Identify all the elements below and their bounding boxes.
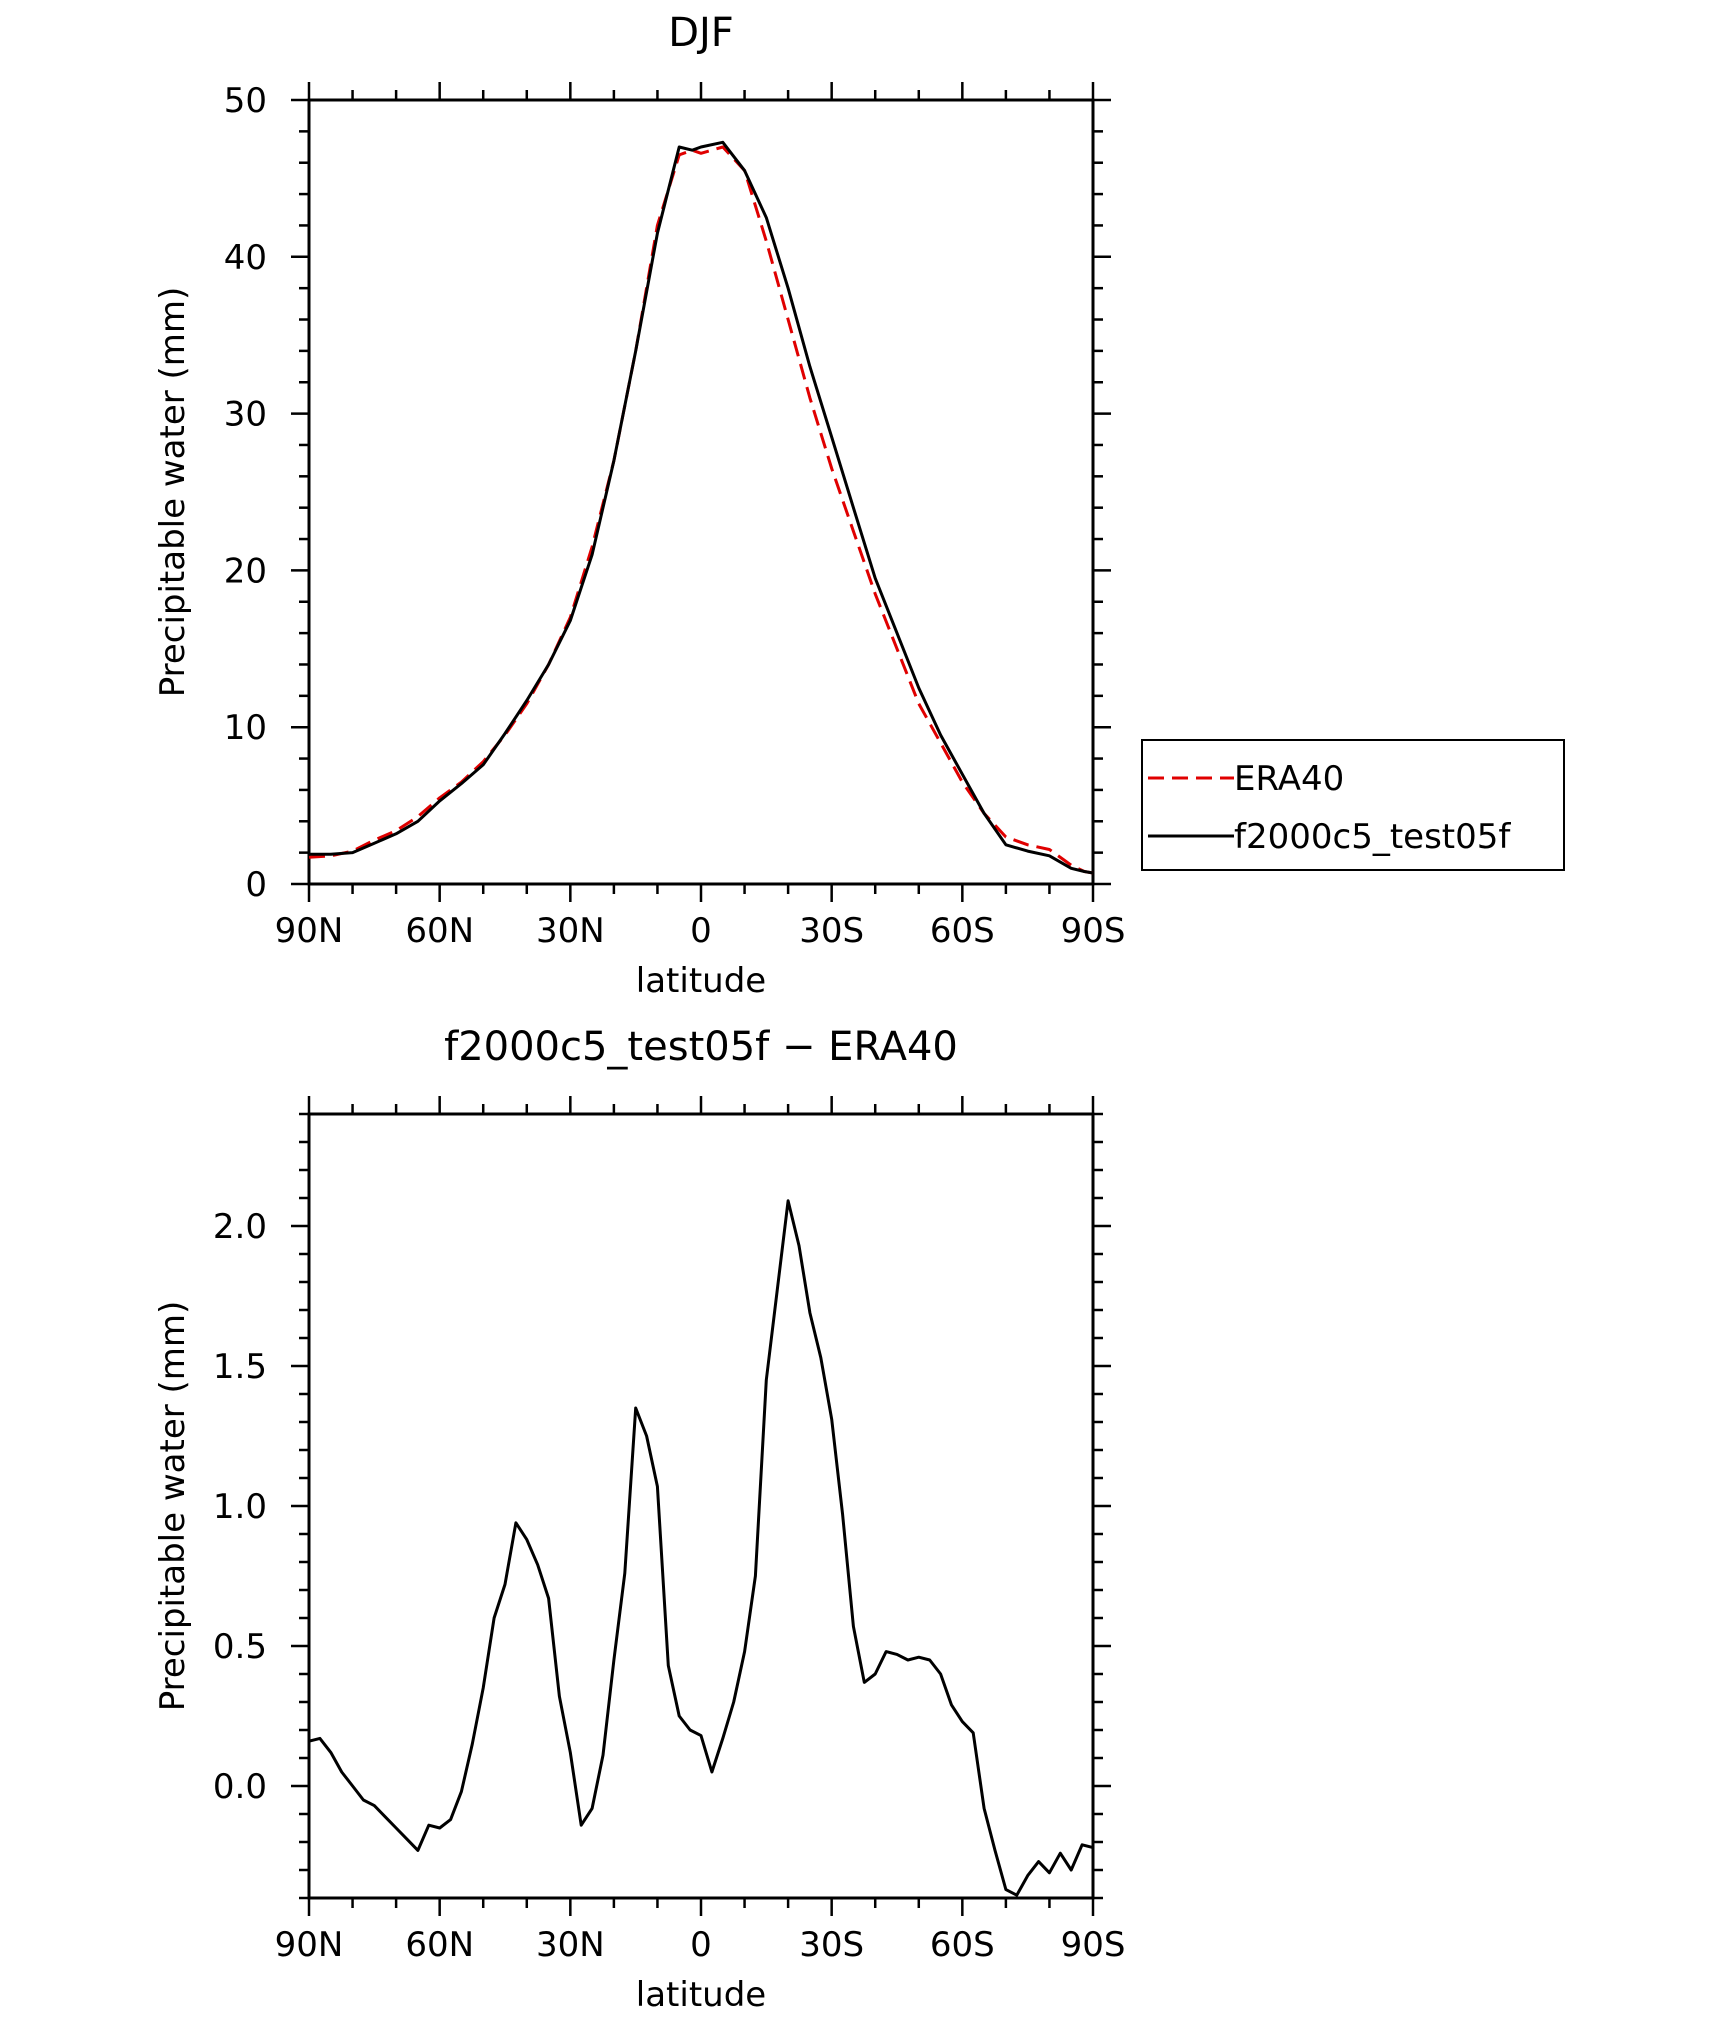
legend-label: f2000c5_test05f [1234,817,1511,857]
y-tick-label: 0 [245,865,267,905]
x-tick-label: 90N [275,911,344,951]
chart-title: DJF [668,10,734,56]
y-tick-label: 2.0 [213,1207,267,1247]
plot-frame [307,1112,1095,1900]
y-tick-label: 1.5 [213,1347,267,1387]
y-tick-label: 0.0 [213,1767,267,1807]
series-line-difference [308,1199,1094,1897]
y-axis-label: Precipitable water (mm) [153,1301,193,1712]
x-tick-label: 60S [930,911,995,951]
y-tick-label: 1.0 [213,1487,267,1527]
y-tick-label: 0.5 [213,1627,267,1667]
legend-box [1141,739,1565,871]
x-tick-label: 90S [1061,911,1126,951]
y-tick-label: 10 [224,708,267,748]
x-tick-label: 30S [799,1925,864,1965]
x-tick-label: 60N [405,1925,474,1965]
x-tick-label: 90N [275,1925,344,1965]
x-axis-label: latitude [636,961,766,1001]
x-tick-label: 0 [690,1925,712,1965]
x-tick-label: 60N [405,911,474,951]
x-axis-label: latitude [636,1975,766,2015]
x-tick-label: 60S [930,1925,995,1965]
legend-label: ERA40 [1234,759,1344,799]
x-tick-label: 30N [536,911,605,951]
y-tick-label: 40 [224,238,267,278]
x-tick-label: 30N [536,1925,605,1965]
y-tick-label: 30 [224,395,267,435]
chart-title: f2000c5_test05f − ERA40 [444,1024,958,1070]
x-tick-label: 90S [1061,1925,1126,1965]
y-axis-label: Precipitable water (mm) [153,287,193,698]
x-tick-label: 30S [799,911,864,951]
y-tick-label: 20 [224,551,267,591]
x-tick-label: 0 [690,911,712,951]
plot-frame [307,98,1095,886]
series-line-f2000c5-test05f [309,140,1094,875]
chart-djf: 90N 60N 30N 0 30S 60S 90S 0 10 20 30 40 50 DJF latitud… [153,10,1565,1001]
y-tick-label: 50 [224,81,267,121]
chart-difference: 90N 60N 30N 0 30S 60S 90S 0.0 0.5 1.0 1.5 2.0 f2000c… [153,1024,1125,2015]
series-line-era40 [308,145,1094,875]
